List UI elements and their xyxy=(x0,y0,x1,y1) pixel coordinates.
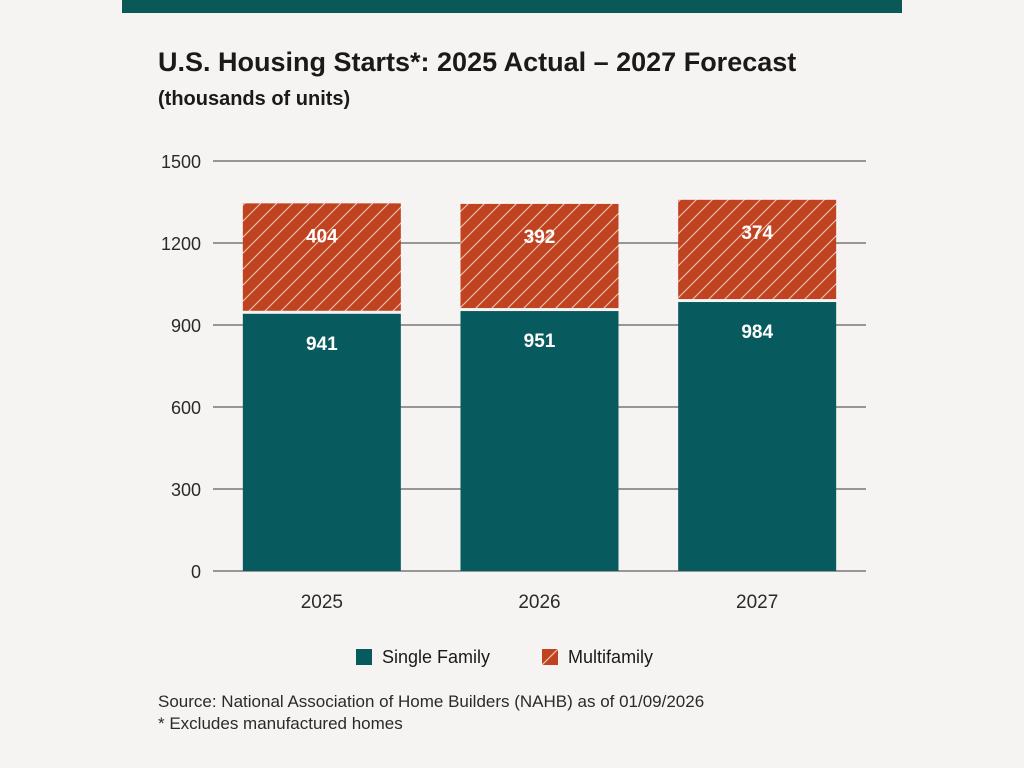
source-note: Source: National Association of Home Bui… xyxy=(158,692,705,711)
top-band xyxy=(122,0,902,13)
bar-multifamily-2027 xyxy=(678,199,837,300)
y-tick-label-900: 900 xyxy=(171,316,201,336)
footnote: * Excludes manufactured homes xyxy=(158,714,403,733)
data-label-single-family-2026: 951 xyxy=(524,331,556,352)
stacked-bar-chart: 941 404 951 392 984 374 0 300 600 900 1200 1500 202… xyxy=(161,152,866,613)
data-label-single-family-2025: 941 xyxy=(306,334,338,355)
y-tick-label-300: 300 xyxy=(171,480,201,500)
legend-swatch-single-family xyxy=(356,649,372,665)
y-tick-label-0: 0 xyxy=(191,562,201,582)
bar-multifamily-2025 xyxy=(242,203,401,311)
x-tick-label-2026: 2026 xyxy=(518,592,560,613)
legend-item-multifamily: Multifamily xyxy=(541,646,654,668)
data-label-single-family-2027: 984 xyxy=(741,322,773,343)
y-tick-label-600: 600 xyxy=(171,398,201,418)
bar-single-family-2025 xyxy=(242,313,401,571)
legend-label-multifamily: Multifamily xyxy=(568,646,654,667)
bar-multifamily-2026 xyxy=(460,203,619,309)
legend: Single Family Multifamily xyxy=(356,645,653,669)
x-tick-label-2025: 2025 xyxy=(301,592,343,613)
x-tick-label-2027: 2027 xyxy=(736,592,778,613)
bar-single-family-2026 xyxy=(460,311,619,571)
legend-item-single-family: Single Family xyxy=(356,647,490,668)
data-labels: 941 404 951 392 984 374 xyxy=(306,223,773,355)
bars xyxy=(242,199,837,571)
y-tick-label-1200: 1200 xyxy=(161,234,201,254)
data-label-multifamily-2026: 392 xyxy=(524,227,556,248)
chart-subtitle: (thousands of units) xyxy=(158,88,351,110)
data-label-multifamily-2025: 404 xyxy=(306,226,338,247)
axes: 0 300 600 900 1200 1500 2025 2026 2027 xyxy=(161,152,778,613)
bar-single-family-2027 xyxy=(678,302,837,571)
chart-title: U.S. Housing Starts*: 2025 Actual – 2027… xyxy=(158,47,797,77)
legend-swatch-multifamily xyxy=(541,648,559,666)
y-tick-label-1500: 1500 xyxy=(161,152,201,172)
data-label-multifamily-2027: 374 xyxy=(741,223,773,244)
legend-label-single-family: Single Family xyxy=(382,646,491,667)
